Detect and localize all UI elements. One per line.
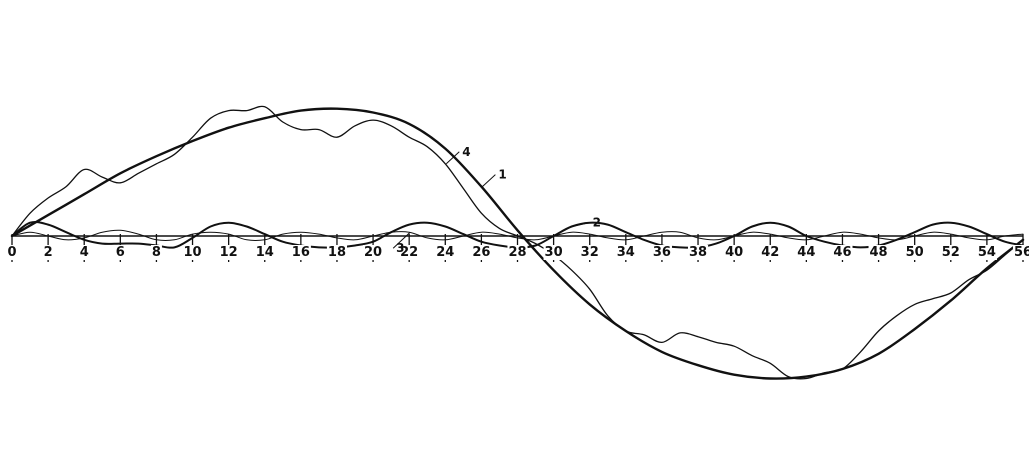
x-tick-label-2: 2 <box>44 245 53 260</box>
x-tick-label-bg-56 <box>1012 245 1029 260</box>
x-tick-label-6: 6 <box>116 245 125 260</box>
x-tick-label-bg-8 <box>150 245 162 260</box>
curve-3-label: 3 <box>396 241 404 255</box>
x-tick-label-bg-18 <box>326 245 348 260</box>
x-tick-label-bg-20 <box>363 245 384 260</box>
x-tick-label-26: 26 <box>472 245 490 260</box>
x-tick-label-8: 8 <box>152 245 161 260</box>
x-tick-label-bg-30 <box>543 245 564 260</box>
x-tick-label-bg-12 <box>218 245 239 260</box>
x-tick-label-bg-24 <box>435 245 456 260</box>
x-tick-label-bg-42 <box>760 245 781 260</box>
x-tick-label-50: 50 <box>906 245 924 260</box>
x-tick-label-38: 38 <box>689 245 707 260</box>
series-1-curve <box>10 107 1025 380</box>
x-tick-label-bg-46 <box>832 245 853 260</box>
x-tick-label-46: 46 <box>833 245 851 260</box>
x-tick-label-48: 48 <box>870 245 888 260</box>
x-tick-label-14: 14 <box>256 245 274 260</box>
x-tick-label-bg-26 <box>471 245 492 260</box>
x-tick-label-bg-34 <box>615 245 636 260</box>
curve-label-layer: 1 2 3 4 <box>392 145 601 255</box>
x-tick-label-bg-52 <box>940 245 961 260</box>
x-tick-label-bg-38 <box>687 245 709 260</box>
curve-4-label: 4 <box>462 145 470 159</box>
curve-1-leader <box>482 174 496 187</box>
x-tick-label-40: 40 <box>725 245 743 260</box>
x-tick-label-42: 42 <box>761 245 779 260</box>
curve-3-leader <box>392 231 411 249</box>
x-tick-label-0: 0 <box>7 245 16 260</box>
x-tick-label-bg-22 <box>399 245 420 260</box>
x-tick-label-36: 36 <box>653 245 671 260</box>
x-tick-label-28: 28 <box>508 245 526 260</box>
x-tick-label-bg-48 <box>868 245 889 260</box>
x-tick-label-52: 52 <box>942 245 960 260</box>
x-tick-label-bg-44 <box>796 245 817 260</box>
curve-2-label: 2 <box>593 216 601 230</box>
x-tick-label-20: 20 <box>364 245 382 260</box>
x-tick-label-10: 10 <box>183 245 201 260</box>
x-tick-label-bg-16 <box>290 245 311 260</box>
x-tick-label-18: 18 <box>328 245 346 260</box>
curve-2-leader <box>572 222 590 227</box>
x-tick-label-22: 22 <box>400 245 418 260</box>
x-tick-label-bg-6 <box>114 245 126 260</box>
x-tick-label-32: 32 <box>581 245 599 260</box>
x-tick-label-bg-40 <box>724 245 745 260</box>
x-tick-label-12: 12 <box>220 245 238 260</box>
x-tick-label-bg-4 <box>78 245 90 260</box>
x-tick-label-bg-28 <box>507 245 528 260</box>
x-tick-label-bg-32 <box>579 245 600 260</box>
x-tick-label-44: 44 <box>797 245 815 260</box>
x-tick-label-4: 4 <box>80 245 89 260</box>
x-tick-label-bg-2 <box>42 245 54 260</box>
x-tick-label-bg-36 <box>651 245 672 260</box>
x-tick-label-16: 16 <box>292 245 310 260</box>
x-tick-label-bg-14 <box>254 245 275 260</box>
x-tick-label-bg-0 <box>6 245 18 260</box>
x-tick-label-bg-50 <box>904 245 925 260</box>
x-tick-label-30: 30 <box>545 245 563 260</box>
x-tick-label-56: 56 <box>1014 245 1029 260</box>
x-tick-label-34: 34 <box>617 245 635 260</box>
x-tick-label-54: 54 <box>978 245 996 260</box>
x-tick-label-24: 24 <box>436 245 454 260</box>
x-tick-label-bg-54 <box>976 245 997 260</box>
x-tick-layer: 0 2 4 6 8 10 12 14 16 18 20 22 24 26 28 30 32 34 36 38 40 42 4… <box>6 234 1029 262</box>
curve-4-leader <box>445 151 460 165</box>
x-tick-label-bg-10 <box>182 245 203 260</box>
curve-1-label: 1 <box>498 168 506 182</box>
